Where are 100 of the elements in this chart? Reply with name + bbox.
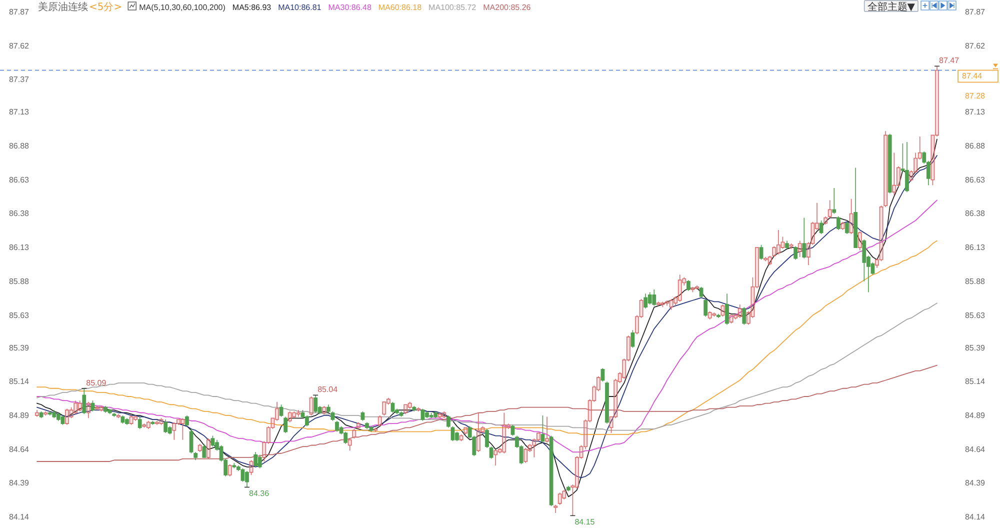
candlestick	[348, 438, 352, 452]
candlestick	[438, 412, 442, 419]
candlestick	[360, 410, 365, 422]
chart-subtitle: <5分>	[89, 1, 122, 13]
candlestick	[888, 133, 892, 194]
candlestick	[52, 410, 56, 419]
candlestick	[884, 130, 888, 208]
candlestick	[82, 388, 86, 415]
candlestick	[378, 415, 382, 427]
candlestick	[356, 422, 360, 430]
y-tick-label: 87.87	[8, 8, 30, 16]
candlestick	[708, 310, 712, 320]
line-series	[36, 200, 938, 452]
candlestick	[725, 293, 729, 326]
candlestick	[794, 246, 798, 260]
candlestick	[116, 414, 120, 419]
candlestick	[104, 406, 108, 414]
candlestick	[365, 422, 369, 430]
candlestick	[382, 402, 386, 416]
candlestick	[828, 200, 832, 218]
candlestick	[819, 220, 824, 234]
text: MA30:86.48	[328, 3, 372, 12]
candlestick	[528, 443, 532, 452]
candlestick	[446, 415, 450, 428]
candlestick	[622, 358, 626, 380]
text: 87.44	[962, 72, 983, 81]
text: 87.28	[964, 92, 986, 101]
candlestick	[854, 167, 858, 248]
text: MA200:85.26	[483, 3, 532, 12]
candlestick	[554, 504, 558, 514]
candlestick	[450, 426, 455, 442]
candlestick	[275, 402, 279, 422]
candlestick	[194, 452, 198, 461]
candlestick	[524, 448, 528, 464]
candlestick	[108, 408, 112, 415]
candlestick	[665, 300, 669, 306]
candlestick	[112, 412, 116, 418]
candlestick	[202, 443, 206, 458]
candlestick	[189, 428, 194, 454]
text: MA60:86.18	[378, 3, 422, 12]
candlestick	[618, 372, 622, 384]
candlestick	[686, 280, 690, 292]
candlestick	[502, 412, 506, 454]
candlestick	[540, 415, 545, 443]
y-tick-label: 85.14	[8, 377, 30, 386]
candlestick	[142, 423, 146, 428]
candlestick	[262, 440, 266, 462]
candlestick	[772, 246, 776, 258]
candlestick	[849, 198, 854, 234]
y-tick-label: 84.89	[8, 410, 30, 420]
candlestick	[129, 415, 134, 426]
candlestick	[56, 412, 60, 422]
line-series	[36, 240, 938, 435]
candlestick	[909, 170, 914, 182]
candlestick	[806, 242, 810, 266]
candlestick	[232, 462, 236, 469]
text: MA100:85.72	[428, 3, 477, 12]
candlestick	[549, 435, 554, 507]
candlestick	[669, 298, 674, 310]
candlestick	[840, 221, 845, 230]
candlestick	[78, 400, 82, 412]
candlestick	[352, 428, 356, 439]
candlestick	[682, 276, 686, 286]
candlestick	[476, 412, 480, 452]
y-tick-label: 84.64	[8, 444, 30, 454]
candlestick	[485, 428, 489, 448]
candlestick	[65, 408, 69, 426]
candlestick	[292, 410, 296, 419]
candlestick	[425, 410, 429, 419]
y2-tick-label: 87.13	[964, 108, 986, 117]
candlestick	[630, 330, 635, 348]
candlestick	[858, 230, 862, 251]
candlestick	[875, 258, 879, 268]
candlestick	[386, 397, 390, 406]
y-tick-label: 87.13	[8, 108, 30, 117]
candlestick	[644, 293, 648, 309]
candlestick	[198, 443, 202, 452]
candlestick	[288, 410, 292, 423]
candlestick	[562, 490, 566, 500]
annotation: 全部主题▼	[867, 1, 916, 13]
candlestick	[729, 314, 734, 324]
candlestick	[434, 410, 438, 419]
candlestick	[712, 312, 716, 318]
candlestick	[408, 402, 412, 410]
y2-tick-label: 84.39	[964, 478, 986, 488]
candlestick	[44, 410, 48, 416]
candlestick	[185, 415, 189, 427]
candlestick	[210, 435, 215, 447]
candlestick	[626, 335, 630, 362]
y-tick-label: 84.14	[8, 512, 30, 522]
y2-tick-label: 87.62	[964, 41, 986, 50]
candlestick	[134, 415, 138, 422]
candlestick	[125, 418, 129, 426]
y2-tick-label: 85.63	[964, 310, 986, 320]
candlestick	[785, 240, 789, 250]
candlestick	[150, 420, 155, 426]
annotation: 87.47	[939, 56, 960, 66]
candlestick	[120, 415, 125, 424]
candlestick	[832, 188, 836, 214]
candlestick	[918, 136, 922, 160]
